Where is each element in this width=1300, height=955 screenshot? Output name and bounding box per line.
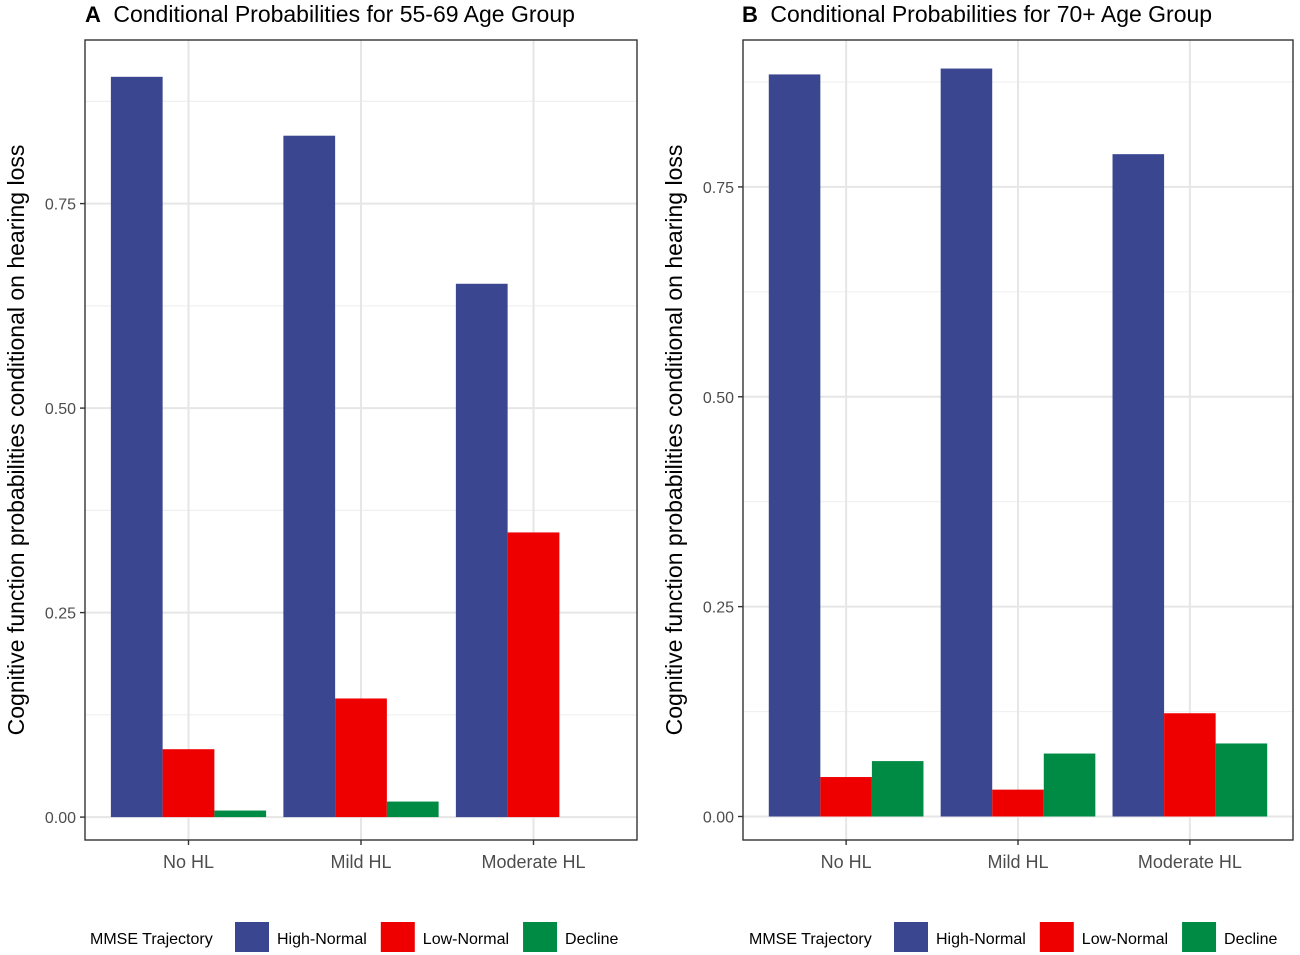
panel-b-plot: 0.00 0.25 0.50 0.75 No HL Mild HL Moderate HL — [703, 39, 1294, 872]
legend-label-high-normal: High-Normal — [277, 931, 367, 948]
panel-a-ylabel: Cognitive function probabilities conditi… — [3, 145, 29, 736]
bar-low-normal-moderate-hl — [1164, 713, 1216, 817]
legend-label-decline: Decline — [1224, 931, 1277, 948]
bar-low-normal-mild-hl — [992, 789, 1044, 817]
panel-a-legend-title: MMSE Trajectory — [90, 931, 213, 948]
bar-high-normal-no-hl — [768, 74, 821, 817]
x-tick-label: Mild HL — [330, 852, 391, 872]
panel-b-ylabel: Cognitive function probabilities conditi… — [661, 145, 687, 736]
bar-high-normal-no-hl — [110, 76, 163, 818]
y-tick-label: 0.75 — [703, 180, 734, 197]
legend-label-low-normal: Low-Normal — [1082, 931, 1168, 948]
x-tick-label: No HL — [163, 852, 214, 872]
legend-key-high-normal — [894, 922, 928, 952]
bar-low-normal-moderate-hl — [507, 532, 560, 818]
bar-decline-mild-hl — [386, 801, 439, 818]
x-tick-label: Mild HL — [987, 852, 1048, 872]
bar-high-normal-mild-hl — [940, 68, 993, 817]
panel-b-title-text: Conditional Probabilities for 70+ Age Gr… — [770, 1, 1212, 27]
bar-high-normal-mild-hl — [283, 135, 336, 818]
bar-decline-mild-hl — [1043, 753, 1096, 817]
panel-b: B Conditional Probabilities for 70+ Age … — [661, 1, 1294, 952]
y-tick-label: 0.00 — [45, 810, 76, 827]
bar-decline-no-hl — [871, 761, 924, 817]
legend-label-high-normal: High-Normal — [936, 931, 1026, 948]
legend-key-low-normal — [380, 922, 415, 952]
bar-low-normal-no-hl — [162, 749, 215, 818]
panel-b-title: B Conditional Probabilities for 70+ Age … — [742, 1, 1212, 27]
bar-decline-moderate-hl — [1215, 743, 1268, 817]
y-tick-label: 0.25 — [45, 606, 76, 623]
bar-low-normal-no-hl — [820, 777, 872, 817]
y-tick-label: 0.50 — [703, 390, 734, 407]
panel-b-letter: B — [742, 2, 758, 27]
legend-key-decline — [1182, 922, 1217, 952]
legend-key-low-normal — [1039, 922, 1074, 952]
legend-key-high-normal — [235, 922, 269, 952]
panel-a-letter: A — [85, 2, 101, 27]
legend-label-low-normal: Low-Normal — [423, 931, 509, 948]
x-tick-label: Moderate HL — [1138, 852, 1242, 872]
bar-decline-no-hl — [214, 810, 267, 818]
panel-b-legend: MMSE Trajectory High-Normal Low-Normal Dec… — [749, 922, 1278, 952]
legend-key-decline — [523, 922, 558, 952]
x-tick-label: No HL — [821, 852, 872, 872]
panel-a-legend: MMSE Trajectory High-Normal Low-Normal Dec… — [90, 922, 619, 952]
bar-high-normal-moderate-hl — [1112, 154, 1165, 817]
y-tick-label: 0.75 — [45, 197, 76, 214]
legend-label-decline: Decline — [565, 931, 618, 948]
panel-a-plot: 0.00 0.25 0.50 0.75 No HL Mild HL Moderate HL — [45, 39, 638, 872]
panel-a-title-text: Conditional Probabilities for 55-69 Age … — [113, 1, 575, 27]
panel-a-title: A Conditional Probabilities for 55-69 Ag… — [85, 1, 575, 27]
y-tick-label: 0.50 — [45, 401, 76, 418]
y-tick-label: 0.25 — [703, 600, 734, 617]
bar-high-normal-moderate-hl — [455, 283, 508, 818]
y-tick-label: 0.00 — [703, 809, 734, 826]
x-tick-label: Moderate HL — [481, 852, 585, 872]
panel-b-legend-title: MMSE Trajectory — [749, 931, 872, 948]
bar-low-normal-mild-hl — [335, 698, 387, 818]
panel-a: A Conditional Probabilities for 55-69 Ag… — [3, 1, 638, 952]
